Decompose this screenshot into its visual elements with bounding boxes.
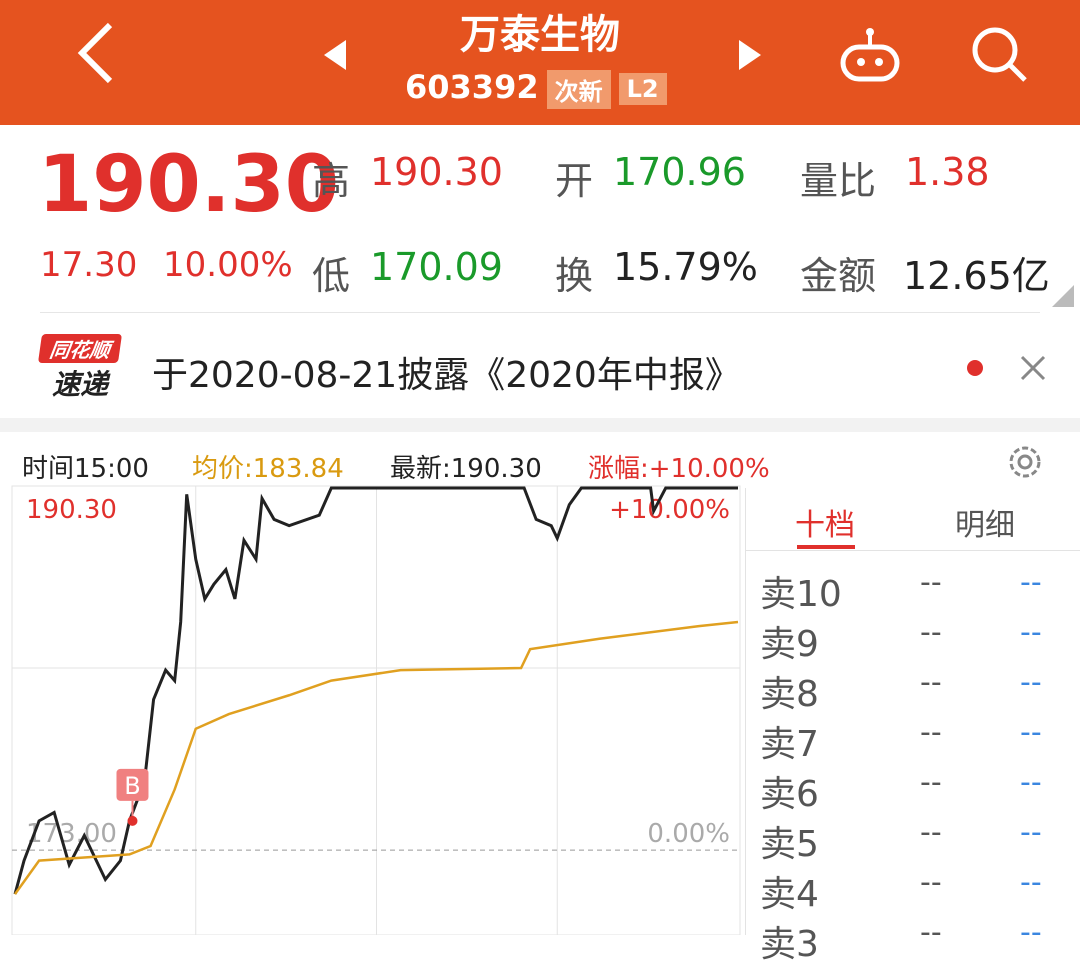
divider <box>745 550 1080 551</box>
header: 万泰生物 603392 次新 L2 <box>0 0 1080 125</box>
orderbook-vol: -- <box>1020 865 1042 900</box>
y2-tick-label: +10.00% <box>609 495 730 525</box>
badge: 次新 <box>546 69 611 109</box>
orderbook-price: -- <box>920 565 942 600</box>
orderbook-vol: -- <box>1020 665 1042 700</box>
orderbook-vol: -- <box>1020 565 1042 600</box>
prev-stock[interactable] <box>320 38 350 72</box>
field-label: 金额 <box>800 254 877 298</box>
news-text[interactable]: 于2020-08-21披露《2020年中报》 <box>152 355 741 396</box>
orderbook-label: 卖3 <box>760 924 819 965</box>
field-value: 12.65亿 <box>903 254 1050 298</box>
divider <box>40 312 1040 313</box>
y2-tick-label: 0.00% <box>647 819 730 849</box>
field-label: 低 <box>312 254 351 298</box>
expand-corner[interactable] <box>1052 285 1074 307</box>
orderbook-label: 卖5 <box>760 824 819 865</box>
field-label: 高 <box>312 159 351 203</box>
field-value: 190.30 <box>370 150 503 194</box>
chart-pct: 涨幅:+10.00% <box>588 454 770 484</box>
news-controls[interactable] <box>960 350 1050 386</box>
series-line <box>13 486 738 895</box>
orderbook-label: 卖8 <box>760 674 819 715</box>
orderbook-price: -- <box>920 915 942 950</box>
field-value: 1.38 <box>905 150 990 194</box>
search-icon[interactable] <box>965 22 1035 87</box>
y-tick-label: 173.00 <box>26 819 117 849</box>
orderbook-price: -- <box>920 665 942 700</box>
y-tick-label: 190.30 <box>26 495 117 525</box>
orderbook-price: -- <box>920 815 942 850</box>
robot-icon[interactable] <box>835 25 905 85</box>
buy-label: B <box>124 772 140 800</box>
change-pct: 10.00% <box>163 245 293 285</box>
orderbook-label: 卖4 <box>760 874 819 915</box>
buy-dot <box>127 815 138 826</box>
stock-name: 万泰生物 <box>460 12 620 58</box>
orderbook-vol: -- <box>1020 615 1042 650</box>
news-logo: 同花顺 速递 <box>37 334 123 401</box>
series-line <box>13 620 739 895</box>
chart-avg: 均价:183.84 <box>192 454 344 484</box>
back-button[interactable] <box>70 20 130 90</box>
tab[interactable]: 明细 <box>955 508 1015 543</box>
orderbook-label: 卖10 <box>760 574 842 615</box>
chart-latest: 最新:190.30 <box>390 454 542 484</box>
logo-bottom: 速递 <box>51 368 108 401</box>
orderbook-label: 卖9 <box>760 624 819 665</box>
change: 17.30 <box>40 245 138 285</box>
section-gap <box>0 418 1080 432</box>
field-value: 170.96 <box>613 150 746 194</box>
tab-active[interactable]: 十档 <box>795 508 855 543</box>
orderbook-vol: -- <box>1020 815 1042 850</box>
logo-top: 同花顺 <box>37 334 123 363</box>
field-label: 开 <box>555 159 594 203</box>
orderbook-label: 卖6 <box>760 774 819 815</box>
orderbook-price: -- <box>920 865 942 900</box>
tab-underline <box>797 545 855 549</box>
divider <box>745 488 746 935</box>
chart-time: 时间15:00 <box>22 454 149 484</box>
orderbook-vol: -- <box>1020 715 1042 750</box>
orderbook-price: -- <box>920 765 942 800</box>
orderbook-label: 卖7 <box>760 724 819 765</box>
last-price: 190.30 <box>38 140 339 230</box>
settings-icon[interactable] <box>1003 442 1047 482</box>
field-value: 170.09 <box>370 245 503 289</box>
orderbook-price: -- <box>920 615 942 650</box>
orderbook-vol: -- <box>1020 915 1042 950</box>
next-stock[interactable] <box>735 38 765 72</box>
orderbook-price: -- <box>920 715 942 750</box>
field-label: 换 <box>555 254 594 298</box>
field-label: 量比 <box>800 159 877 203</box>
buy-badge <box>116 768 149 801</box>
badge: L2 <box>618 73 667 105</box>
intraday-chart: 190.30 173.00 +10.00% 0.00% B <box>11 485 741 935</box>
field-value: 15.79% <box>613 245 758 289</box>
orderbook-vol: -- <box>1020 765 1042 800</box>
stock-code: 603392 <box>405 68 539 106</box>
